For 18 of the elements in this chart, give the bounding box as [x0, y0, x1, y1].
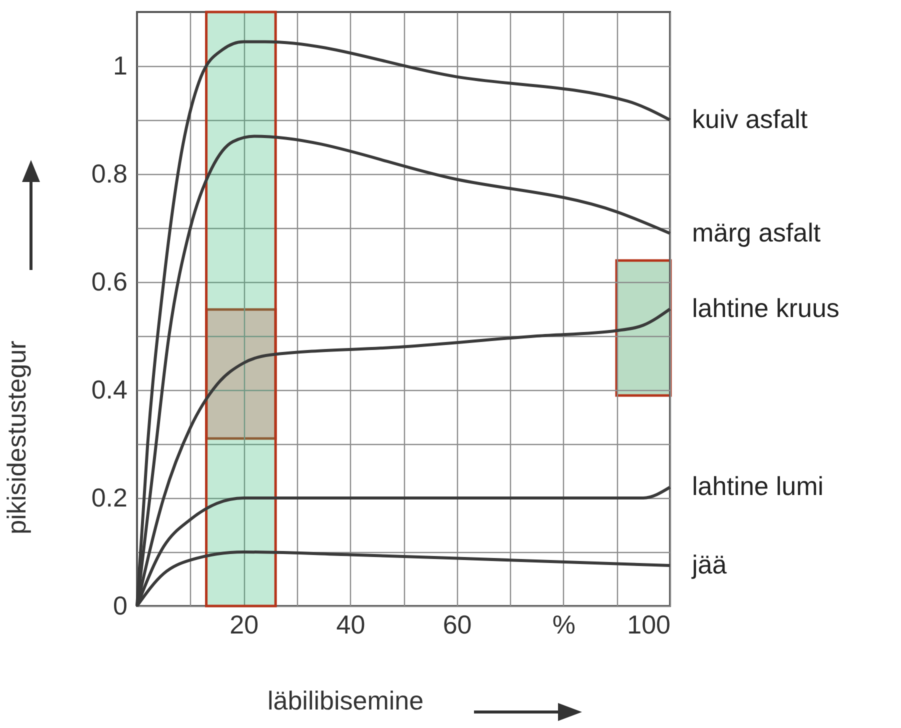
series-label: kuiv asfalt	[692, 104, 808, 134]
series-label: lahtine kruus	[692, 293, 840, 323]
x-tick-label: 100	[627, 610, 670, 640]
x-tick-label: 20	[230, 610, 259, 640]
x-tick-label: 60	[442, 610, 472, 640]
series-label: jää	[691, 550, 728, 580]
y-axis-title: pikisidestustegur	[2, 340, 32, 534]
series-label: märg asfalt	[692, 217, 822, 248]
y-tick-label: 1	[113, 50, 128, 80]
y-tick-label: 0.2	[91, 482, 128, 512]
y-tick-label: 0.6	[91, 266, 128, 296]
y-tick-label: 0.8	[91, 158, 128, 188]
y-tick-label: 0.4	[91, 374, 128, 404]
series-label: lahtine lumi	[692, 471, 824, 502]
y-tick-label: 0	[113, 590, 128, 620]
x-axis-title: läbilibisemine	[267, 686, 424, 716]
x-tick-label: %	[552, 610, 576, 640]
x-tick-label: 40	[336, 610, 366, 640]
